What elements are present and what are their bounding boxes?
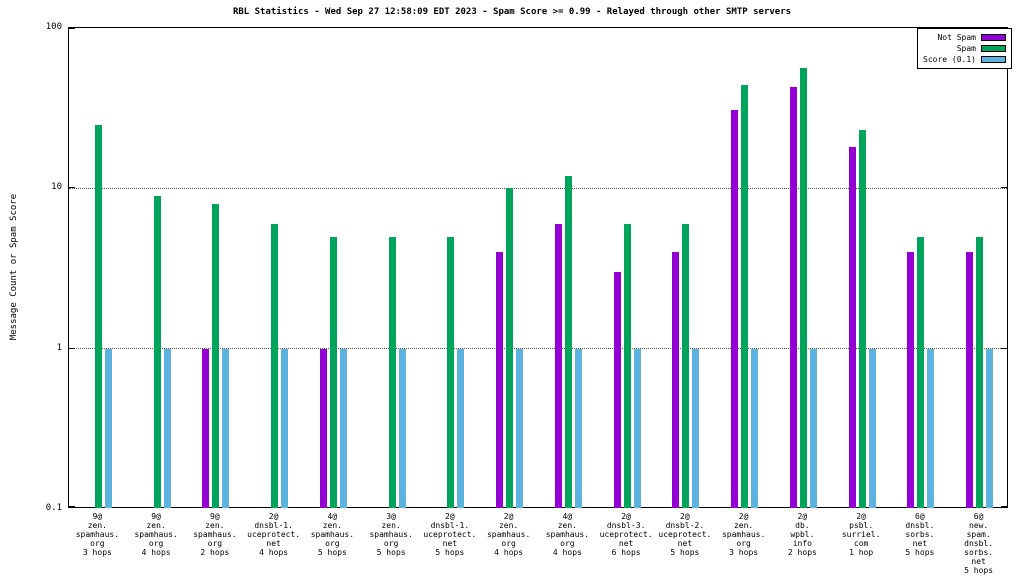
bar-not-spam <box>848 147 856 508</box>
legend: Not Spam Spam Score (0.1) <box>917 28 1012 69</box>
legend-item-not-spam: Not Spam <box>923 32 1006 43</box>
bar-score-0-1 <box>222 348 230 508</box>
x-axis-label: 2@ psbl. surriel. com 1 hop <box>841 512 881 557</box>
y-tick-mark <box>1001 187 1007 189</box>
bar-spam <box>682 223 690 508</box>
bar-score-0-1 <box>163 348 171 508</box>
x-axis-label: 6@ new. spam. dnsbl. sorbs. net 5 hops <box>964 512 994 575</box>
x-axis-label: 9@ zen. spamhaus. org 4 hops <box>134 512 178 557</box>
bar-spam <box>94 124 102 508</box>
x-axis-label: 9@ zen. spamhaus. org 3 hops <box>75 512 120 557</box>
bar-score-0-1 <box>692 348 700 508</box>
bar-not-spam <box>966 252 974 508</box>
legend-label-not-spam: Not Spam <box>937 33 976 42</box>
y-tick-label: 1 <box>56 342 62 353</box>
bar-score-0-1 <box>986 348 994 508</box>
bar-spam <box>623 223 631 508</box>
bar-not-spam <box>319 348 327 508</box>
bar-score-0-1 <box>398 348 406 508</box>
bar-spam <box>153 195 161 508</box>
bar-score-0-1 <box>281 348 289 508</box>
x-axis-label: 4@ zen. spamhaus. org 4 hops <box>545 512 590 557</box>
bar-spam <box>447 236 455 508</box>
bar-spam <box>976 236 984 508</box>
x-axis-label: 2@ dnsbl-2. uceprotect. net 5 hops <box>658 512 712 557</box>
bar-not-spam <box>672 252 680 508</box>
y-tick-mark <box>69 28 75 29</box>
legend-swatch-score <box>981 56 1006 63</box>
chart-title: RBL Statistics - Wed Sep 27 12:58:09 EDT… <box>232 7 792 17</box>
legend-swatch-not-spam <box>981 34 1006 41</box>
bar-score-0-1 <box>574 348 582 508</box>
bar-not-spam <box>496 252 504 508</box>
y-axis-title: Message Count or Spam Score <box>9 193 19 341</box>
x-axis-label: 2@ dnsbl-1. uceprotect. net 5 hops <box>423 512 477 557</box>
x-axis-label: 6@ dnsbl. sorbs. net 5 hops <box>905 512 935 557</box>
bar-spam <box>388 236 396 508</box>
bar-spam <box>917 236 925 508</box>
bar-score-0-1 <box>751 348 759 508</box>
y-tick-mark <box>69 506 75 507</box>
x-axis-label: 2@ dnsbl-1. uceprotect. net 4 hops <box>247 512 301 557</box>
bar-not-spam <box>202 348 210 508</box>
y-tick-mark <box>1001 506 1007 507</box>
y-tick-label: 100 <box>45 22 62 32</box>
gridline <box>69 187 1007 189</box>
x-axis-label: 2@ zen. spamhaus. org 4 hops <box>486 512 531 557</box>
bar-spam <box>741 85 749 508</box>
x-axis-label: 2@ zen. spamhaus. org 3 hops <box>721 512 766 557</box>
x-axis-label: 3@ zen. spamhaus. org 5 hops <box>369 512 413 557</box>
bar-score-0-1 <box>868 348 876 508</box>
y-tick-label: 0.1 <box>45 503 62 513</box>
y-tick-label: 10 <box>51 182 62 193</box>
bar-spam <box>564 175 572 508</box>
bar-spam <box>212 203 220 508</box>
bar-score-0-1 <box>516 348 524 508</box>
bar-not-spam <box>731 109 739 508</box>
x-axis-label: 2@ db. wpbl. info 2 hops <box>787 512 817 557</box>
legend-label-score: Score (0.1) <box>923 55 976 64</box>
bar-not-spam <box>789 86 797 508</box>
bar-score-0-1 <box>457 348 465 508</box>
gridline <box>69 348 1007 350</box>
bar-score-0-1 <box>809 348 817 508</box>
plot-area <box>68 27 1008 508</box>
bar-score-0-1 <box>104 348 112 508</box>
bar-not-spam <box>613 272 621 508</box>
x-axis-label: 4@ zen. spamhaus. org 5 hops <box>310 512 355 557</box>
legend-item-spam: Spam <box>923 43 1006 54</box>
bar-score-0-1 <box>633 348 641 508</box>
bar-spam <box>858 130 866 508</box>
y-tick-mark <box>69 187 75 189</box>
bar-spam <box>329 236 337 508</box>
bar-spam <box>799 68 807 508</box>
bar-score-0-1 <box>927 348 935 508</box>
legend-label-spam: Spam <box>956 44 976 53</box>
legend-swatch-spam <box>981 45 1006 52</box>
bar-not-spam <box>554 223 562 508</box>
bar-score-0-1 <box>339 348 347 508</box>
y-tick-mark <box>69 347 75 349</box>
legend-item-score: Score (0.1) <box>923 54 1006 65</box>
x-axis-label: 2@ dnsbl-3. uceprotect. net 6 hops <box>599 512 653 557</box>
bar-not-spam <box>907 252 915 508</box>
y-tick-mark <box>1001 347 1007 349</box>
bar-spam <box>271 223 279 508</box>
x-axis-label: 9@ zen. spamhaus. org 2 hops <box>193 512 237 557</box>
bar-spam <box>506 188 514 508</box>
